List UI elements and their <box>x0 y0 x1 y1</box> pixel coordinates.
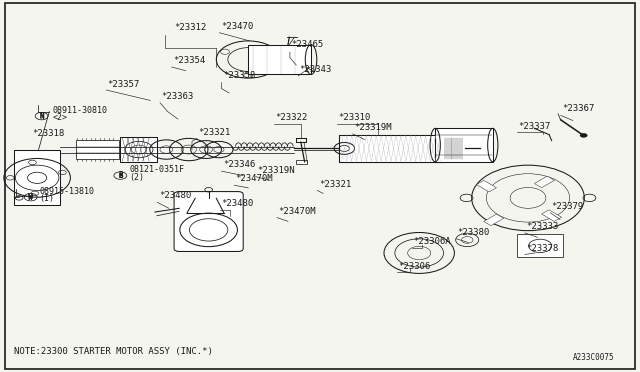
Text: *23306A: *23306A <box>413 237 451 246</box>
Text: N: N <box>40 113 44 119</box>
Text: *23321: *23321 <box>198 128 230 137</box>
Circle shape <box>580 133 588 138</box>
Text: B: B <box>118 171 123 180</box>
Text: <2>: <2> <box>52 113 67 122</box>
Bar <box>534 176 554 188</box>
FancyBboxPatch shape <box>517 234 563 257</box>
Bar <box>120 137 157 162</box>
Bar <box>435 128 493 162</box>
Bar <box>248 45 311 74</box>
Text: *23322: *23322 <box>275 113 307 122</box>
Text: *23358: *23358 <box>223 71 255 80</box>
Text: *23343: *23343 <box>300 65 332 74</box>
Text: *23470M: *23470M <box>278 207 316 216</box>
Text: *23378: *23378 <box>526 244 558 253</box>
Text: B: B <box>118 173 122 179</box>
Text: *23312: *23312 <box>175 23 207 32</box>
Text: *23354: *23354 <box>173 56 205 65</box>
Text: *23321: *23321 <box>319 180 351 189</box>
Text: *23306: *23306 <box>398 262 430 271</box>
Bar <box>339 135 443 162</box>
Text: A233C0075: A233C0075 <box>573 353 614 362</box>
Text: 08121-0351F: 08121-0351F <box>129 165 184 174</box>
Bar <box>339 135 443 162</box>
Bar <box>484 214 504 225</box>
Text: *23470: *23470 <box>221 22 253 31</box>
Bar <box>443 138 465 159</box>
Bar <box>541 210 561 221</box>
Text: (2): (2) <box>129 173 144 182</box>
Text: *23470M: *23470M <box>236 174 273 183</box>
Text: *23310: *23310 <box>338 113 370 122</box>
Text: *23363: *23363 <box>161 92 193 101</box>
Text: *23333: *23333 <box>526 222 558 231</box>
FancyBboxPatch shape <box>174 192 243 251</box>
Text: *23480: *23480 <box>159 191 191 200</box>
Text: *23318: *23318 <box>32 129 64 138</box>
Text: *23319N: *23319N <box>257 166 295 175</box>
Text: *23367: *23367 <box>562 105 594 113</box>
Text: *23379: *23379 <box>552 202 584 211</box>
Text: *23337: *23337 <box>518 122 550 131</box>
Text: W: W <box>28 193 33 202</box>
Text: W: W <box>29 194 33 200</box>
Text: N: N <box>39 112 44 121</box>
Text: 08915-13810: 08915-13810 <box>40 187 95 196</box>
Bar <box>296 160 307 164</box>
Bar <box>76 140 119 159</box>
Text: *23480: *23480 <box>221 199 253 208</box>
Text: NOTE:23300 STARTER MOTOR ASSY (INC.*): NOTE:23300 STARTER MOTOR ASSY (INC.*) <box>14 347 213 356</box>
Text: *23346: *23346 <box>223 160 255 169</box>
Bar <box>477 180 497 192</box>
Text: (I): (I) <box>40 194 54 203</box>
Text: *23465: *23465 <box>291 40 323 49</box>
Text: *23357: *23357 <box>108 80 140 89</box>
FancyBboxPatch shape <box>14 150 60 205</box>
Text: *23319M: *23319M <box>354 123 392 132</box>
Text: 08911-30810: 08911-30810 <box>52 106 108 115</box>
Text: *23380: *23380 <box>458 228 490 237</box>
